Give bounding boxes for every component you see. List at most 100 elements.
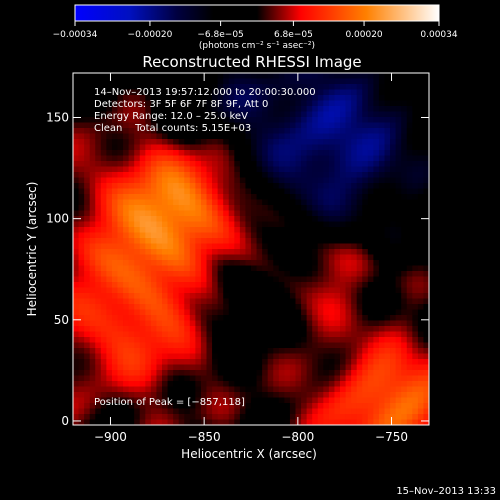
heatmap-cell: [228, 139, 235, 145]
heatmap-cell: [273, 419, 280, 425]
heatmap-cell: [73, 155, 79, 162]
heatmap-cell: [273, 386, 280, 393]
heatmap-cell: [128, 397, 135, 404]
heatmap-cell: [390, 287, 397, 294]
heatmap-cell: [117, 260, 124, 266]
heatmap-cell: [367, 227, 374, 233]
heatmap-cell: [284, 370, 291, 376]
heatmap-cell: [317, 348, 324, 354]
heatmap-cell: [200, 265, 207, 272]
heatmap-cell: [423, 403, 429, 409]
heatmap-cell: [306, 331, 313, 338]
heatmap-cell: [228, 298, 235, 305]
heatmap-cell: [312, 287, 319, 294]
heatmap-cell: [390, 392, 397, 398]
heatmap-cell: [334, 243, 341, 250]
heatmap-cell: [423, 260, 429, 266]
heatmap-cell: [395, 106, 402, 112]
heatmap-cell: [406, 232, 413, 239]
heatmap-cell: [406, 298, 413, 305]
heatmap-cell: [323, 128, 330, 134]
heatmap-cell: [73, 221, 79, 228]
heatmap-cell: [340, 205, 346, 211]
heatmap-cell: [111, 260, 118, 266]
heatmap-cell: [173, 139, 180, 145]
heatmap-cell: [295, 271, 302, 277]
heatmap-cell: [195, 386, 202, 393]
heatmap-cell: [334, 73, 341, 79]
heatmap-cell: [373, 320, 380, 327]
heatmap-cell: [178, 304, 185, 310]
heatmap-cell: [317, 370, 324, 376]
heatmap-cell: [351, 84, 358, 90]
heatmap-cell: [195, 117, 202, 123]
heatmap-cell: [206, 249, 213, 255]
heatmap-cell: [84, 271, 91, 277]
heatmap-cell: [317, 238, 324, 244]
heatmap-cell: [334, 100, 341, 107]
heatmap-cell: [234, 194, 241, 200]
heatmap-cell: [262, 111, 269, 118]
heatmap-cell: [395, 111, 402, 118]
heatmap-cell: [417, 364, 424, 371]
heatmap-cell: [217, 194, 224, 200]
heatmap-cell: [89, 271, 96, 277]
heatmap-cell: [323, 106, 330, 112]
heatmap-cell: [373, 249, 380, 255]
heatmap-cell: [384, 139, 391, 145]
heatmap-cell: [406, 227, 413, 233]
heatmap-cell: [417, 315, 424, 321]
heatmap-cell: [262, 309, 269, 316]
heatmap-cell: [328, 221, 335, 228]
heatmap-cell: [367, 155, 374, 162]
heatmap-cell: [395, 260, 402, 266]
heatmap-cell: [384, 166, 391, 173]
heatmap-cell: [117, 221, 124, 228]
heatmap-cell: [295, 287, 302, 294]
heatmap-cell: [78, 337, 85, 343]
heatmap-cell: [223, 188, 230, 195]
heatmap-cell: [139, 194, 146, 200]
heatmap-cell: [128, 78, 135, 85]
heatmap-cell: [245, 172, 252, 178]
heatmap-cell: [245, 320, 252, 327]
heatmap-cell: [78, 161, 85, 167]
heatmap-cell: [289, 188, 296, 195]
heatmap-cell: [89, 78, 96, 85]
heatmap-cell: [367, 276, 374, 283]
heatmap-cell: [345, 315, 352, 321]
heatmap-cell: [89, 177, 96, 184]
heatmap-cell: [89, 117, 96, 123]
heatmap-cell: [95, 238, 102, 244]
heatmap-cell: [111, 205, 118, 211]
heatmap-cell: [401, 403, 408, 409]
heatmap-cell: [128, 111, 135, 118]
heatmap-cell: [406, 100, 413, 107]
heatmap-cell: [89, 392, 96, 398]
heatmap-cell: [239, 177, 246, 184]
heatmap-cell: [295, 249, 302, 255]
heatmap-cell: [367, 265, 374, 272]
heatmap-cell: [289, 183, 296, 189]
heatmap-cell: [262, 298, 269, 305]
heatmap-cell: [212, 293, 219, 299]
heatmap-cell: [84, 150, 91, 156]
heatmap-cell: [189, 172, 196, 178]
heatmap-cell: [373, 298, 380, 305]
heatmap-cell: [78, 238, 85, 244]
heatmap-cell: [345, 254, 352, 261]
heatmap-cell: [267, 397, 274, 404]
heatmap-cell: [351, 243, 358, 250]
heatmap-cell: [256, 342, 263, 349]
heatmap-cell: [212, 84, 219, 90]
heatmap-cell: [289, 227, 296, 233]
heatmap-cell: [306, 276, 313, 283]
heatmap-cell: [217, 375, 224, 382]
heatmap-cell: [156, 172, 163, 178]
heatmap-cell: [384, 309, 391, 316]
heatmap-cell: [362, 95, 369, 101]
heatmap-cell: [340, 381, 346, 387]
heatmap-cell: [284, 73, 291, 79]
heatmap-cell: [200, 216, 207, 222]
heatmap-cell: [406, 271, 413, 277]
